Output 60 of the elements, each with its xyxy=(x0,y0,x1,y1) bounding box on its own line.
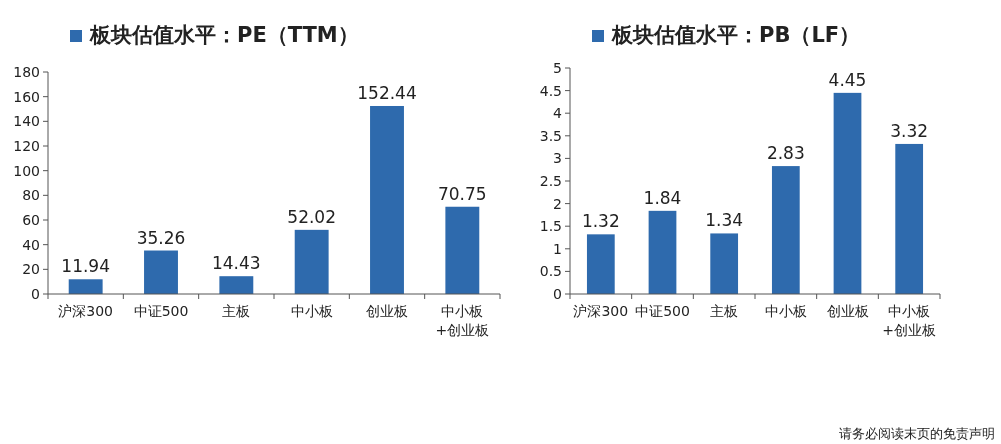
x-tick-label: 创业板 xyxy=(366,303,408,319)
data-label: 1.34 xyxy=(705,210,744,231)
bar xyxy=(586,234,615,294)
bar xyxy=(648,210,677,294)
x-tick-label: 中证500 xyxy=(133,303,189,319)
data-label: 152.44 xyxy=(357,82,417,103)
x-tick-label: 中小板 +创业板 xyxy=(882,303,937,338)
data-label: 35.26 xyxy=(136,227,186,248)
legend-label: 板块估值水平：PE（TTM） xyxy=(89,23,359,47)
y-tick-label: 20 xyxy=(22,261,40,278)
x-tick-label: 中小板 xyxy=(764,303,807,319)
data-label: 1.32 xyxy=(581,211,620,232)
x-tick-label: 沪深300 xyxy=(58,303,114,319)
y-tick-label: 0.5 xyxy=(539,263,562,280)
y-tick-label: 2.5 xyxy=(539,173,562,189)
bar xyxy=(294,229,329,294)
y-tick-label: 5 xyxy=(553,60,562,76)
y-tick-label: 3 xyxy=(553,150,562,167)
bar xyxy=(710,233,739,294)
data-label: 1.84 xyxy=(643,187,682,208)
x-tick-label: 创业板 xyxy=(826,303,869,319)
bar xyxy=(370,105,404,294)
y-tick-label: 180 xyxy=(13,64,40,80)
x-tick-label: 主板 xyxy=(222,303,251,319)
data-label: 3.32 xyxy=(890,120,929,141)
x-tick-label: 沪深300 xyxy=(573,303,629,319)
x-tick-label: 中小板 xyxy=(290,303,333,319)
text: 请务必阅读末页的免责声明 xyxy=(839,426,995,441)
x-tick-label: 中小板 +创业板 xyxy=(435,303,490,338)
y-tick-label: 160 xyxy=(13,88,40,105)
x-tick-label: 主板 xyxy=(710,303,739,319)
data-label: 52.02 xyxy=(287,206,336,227)
bar xyxy=(445,206,480,294)
y-tick-label: 100 xyxy=(13,162,40,179)
data-label: 14.43 xyxy=(212,253,261,274)
bar xyxy=(144,250,178,294)
y-tick-label: 40 xyxy=(22,236,40,253)
data-label: 4.45 xyxy=(828,69,867,90)
bar xyxy=(68,279,103,294)
bar xyxy=(833,92,862,294)
data-label: 11.94 xyxy=(61,256,110,277)
legend-label: 板块估值水平：PB（LF） xyxy=(611,23,861,47)
bar xyxy=(771,166,800,294)
y-tick-label: 0 xyxy=(31,286,40,302)
y-tick-label: 80 xyxy=(22,187,40,204)
y-tick-label: 60 xyxy=(22,212,40,228)
y-tick-label: 4 xyxy=(553,105,563,122)
y-tick-label: 0 xyxy=(553,286,562,302)
y-tick-label: 2 xyxy=(553,195,562,212)
bar xyxy=(219,276,254,294)
y-tick-label: 4.5 xyxy=(539,82,562,99)
y-tick-label: 1.5 xyxy=(539,218,562,235)
data-label: 70.75 xyxy=(438,183,487,204)
data-label: 2.83 xyxy=(766,143,805,164)
y-tick-label: 120 xyxy=(13,138,40,154)
y-tick-label: 1 xyxy=(553,240,562,257)
y-tick-label: 3.5 xyxy=(539,127,562,144)
bar xyxy=(895,143,924,294)
x-tick-label: 中证500 xyxy=(635,303,690,319)
y-tick-label: 140 xyxy=(13,113,40,130)
